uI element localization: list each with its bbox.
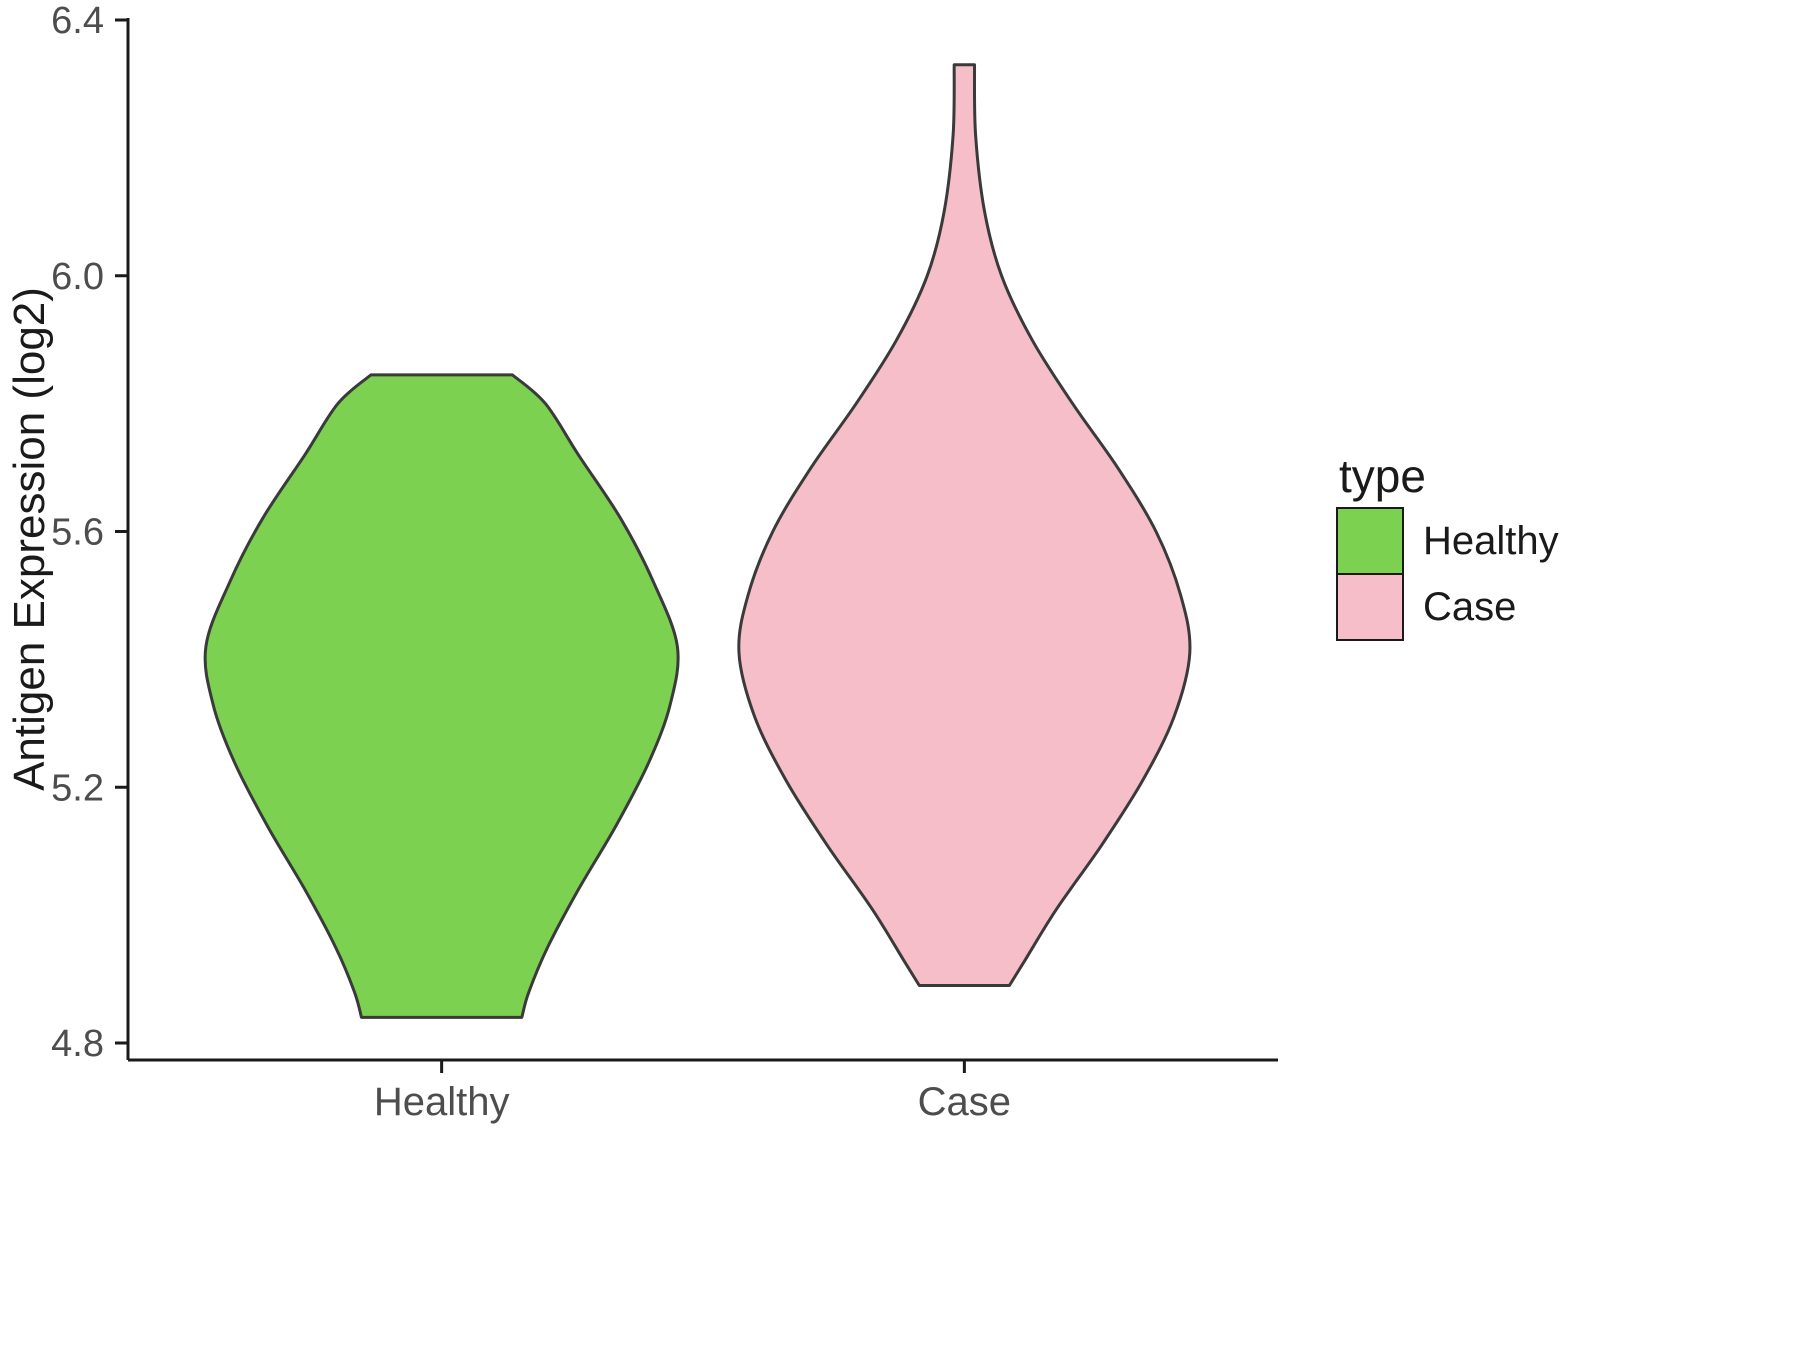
- x-category-label: Healthy: [374, 1080, 510, 1124]
- violins: [203, 63, 1192, 1019]
- axis-labels: 4.8 5.2 5.6 6.0 6.4 Healthy Case Antigen Expres…: [5, 0, 1011, 1124]
- y-tick-label: 6.4: [51, 0, 104, 42]
- legend: type Healthy Case: [1336, 450, 1559, 641]
- violin-healthy: [203, 373, 680, 1019]
- legend-swatch-case: [1336, 573, 1404, 641]
- axes: [115, 18, 1278, 1073]
- legend-swatch-healthy: [1336, 507, 1404, 575]
- legend-title: type: [1339, 450, 1426, 502]
- legend-label-case: Case: [1423, 585, 1516, 629]
- y-axis-title: Antigen Expression (log2): [5, 287, 54, 791]
- legend-label-healthy: Healthy: [1423, 519, 1559, 563]
- y-tick-label: 6.0: [51, 256, 104, 298]
- y-tick-label: 4.8: [51, 1023, 104, 1065]
- violin-case: [737, 63, 1192, 987]
- y-tick-label: 5.6: [51, 512, 104, 554]
- y-tick-label: 5.2: [51, 767, 104, 809]
- x-category-label: Case: [918, 1080, 1011, 1124]
